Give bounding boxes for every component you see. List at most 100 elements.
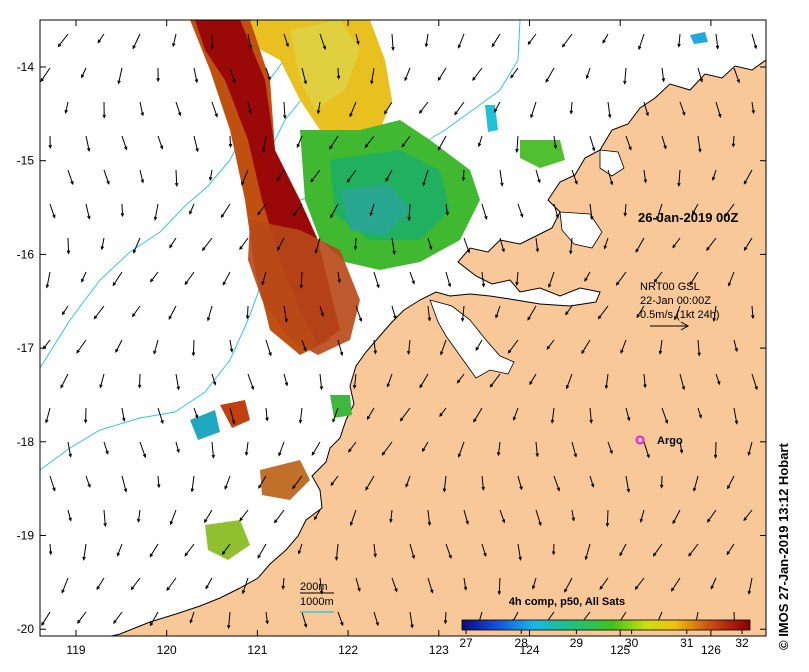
wind-arrow-icon [83, 407, 88, 424]
wind-arrow-icon [445, 203, 449, 216]
wind-arrow-icon [409, 543, 415, 560]
wind-arrow-icon [190, 475, 195, 493]
wind-scale-arrow-icon [650, 321, 690, 331]
wind-arrow-icon [276, 169, 285, 182]
argo-float-icon [635, 435, 645, 445]
wind-arrow-icon [535, 441, 539, 458]
wind-arrow-icon [602, 33, 609, 44]
wind-arrow-icon [191, 339, 196, 357]
wind-arrow-icon [175, 441, 180, 454]
wind-arrow-icon [527, 33, 537, 45]
wind-arrow-icon [565, 373, 573, 390]
wind-arrow-icon [139, 169, 145, 184]
wind-arrow-icon [497, 577, 502, 596]
wind-arrow-icon [93, 305, 105, 320]
wind-arrow-icon [242, 577, 249, 595]
wind-legend-line1: NRT00 GSL [640, 281, 700, 293]
wind-arrow-icon [422, 169, 429, 187]
wind-arrow-icon [407, 203, 411, 222]
sst-field [190, 20, 708, 560]
wind-arrow-icon [589, 407, 593, 424]
wind-arrow-icon [623, 203, 627, 217]
wind-arrow-icon [481, 271, 486, 288]
wind-arrow-icon [437, 135, 447, 151]
wind-arrow-icon [472, 67, 483, 81]
wind-arrow-icon [241, 169, 249, 186]
wind-arrow-icon [121, 475, 128, 493]
wind-arrow-icon [130, 577, 141, 591]
wind-arrow-icon [751, 33, 758, 50]
wind-arrow-icon [175, 373, 180, 391]
wind-arrow-icon [365, 475, 375, 491]
wind-arrow-icon [61, 305, 69, 316]
wind-arrow-icon [527, 305, 537, 321]
wind-arrow-icon [751, 305, 755, 320]
wind-arrow-icon [620, 339, 627, 354]
wind-arrow-icon [132, 33, 141, 50]
wind-legend-line3: 0.5m/s (1kt 24h) [640, 309, 719, 321]
wind-arrow-icon [265, 67, 271, 81]
lon-tick-label: 120 [157, 643, 177, 657]
wind-arrow-icon [442, 475, 447, 493]
wind-arrow-icon [491, 33, 501, 48]
wind-arrow-icon [421, 441, 429, 453]
wind-arrow-icon [206, 305, 213, 322]
wind-arrow-icon [319, 373, 324, 391]
wind-arrow-icon [661, 135, 667, 150]
wind-arrow-icon [370, 67, 375, 85]
wind-arrow-icon [153, 339, 159, 355]
wind-arrow-icon [679, 441, 684, 454]
wind-arrow-icon [530, 101, 537, 119]
wind-arrow-icon [715, 373, 721, 386]
wind-arrow-icon [208, 169, 213, 182]
wind-arrow-icon [149, 611, 159, 627]
wind-arrow-icon [585, 67, 591, 80]
wind-arrow-icon [116, 543, 123, 557]
wind-arrow-icon [265, 407, 269, 422]
wind-arrow-icon [496, 441, 501, 457]
wind-arrow-icon [136, 509, 141, 523]
wind-arrow-icon [713, 441, 718, 459]
wind-arrow-icon [310, 169, 321, 183]
wind-arrow-icon [445, 543, 452, 560]
wind-arrow-icon [427, 577, 434, 594]
wind-legend: NRT00 GSL 22-Jan 00:00Z 0.5m/s (1kt 24h) [640, 281, 719, 331]
wind-arrow-icon [418, 101, 429, 114]
wind-arrow-icon [457, 441, 465, 458]
colorbar-tick-label: 28 [515, 636, 529, 650]
wind-arrow-icon [443, 611, 448, 625]
wind-arrow-icon [747, 441, 753, 457]
wind-arrow-icon [604, 373, 609, 390]
wind-arrow-icon [81, 271, 87, 283]
wind-arrow-icon [727, 475, 735, 490]
wind-arrow-icon [314, 509, 321, 521]
wind-arrow-icon [112, 271, 123, 287]
colorbar-tick-label: 32 [735, 636, 749, 650]
wind-arrow-icon [245, 305, 250, 320]
wind-arrow-icon [189, 611, 195, 624]
wind-arrow-icon [184, 543, 195, 557]
wind-arrow-icon [193, 407, 199, 419]
wind-arrow-icon [569, 237, 573, 255]
inland-water [599, 149, 625, 177]
wind-arrow-icon [679, 101, 686, 116]
wind-arrow-icon [330, 203, 339, 219]
wind-arrow-icon [229, 339, 234, 353]
wind-arrow-icon [319, 33, 327, 50]
wind-arrow-icon [743, 509, 753, 522]
argo-marker: Argo [635, 435, 683, 447]
wind-arrow-icon [41, 611, 51, 627]
wind-arrow-icon [201, 237, 213, 252]
wind-arrow-icon [99, 373, 105, 389]
wind-arrow-icon [599, 577, 609, 590]
wind-arrow-icon [346, 169, 357, 183]
wind-arrow-icon [589, 135, 596, 152]
wind-arrow-icon [715, 101, 722, 118]
wind-arrow-icon [137, 373, 142, 389]
wind-arrow-icon [364, 135, 375, 149]
wind-arrow-icon [247, 33, 253, 50]
wind-arrow-icon [619, 543, 627, 557]
wind-arrow-icon [265, 339, 272, 357]
wind-arrow-icon [229, 407, 236, 425]
wind-arrow-icon [117, 67, 123, 85]
